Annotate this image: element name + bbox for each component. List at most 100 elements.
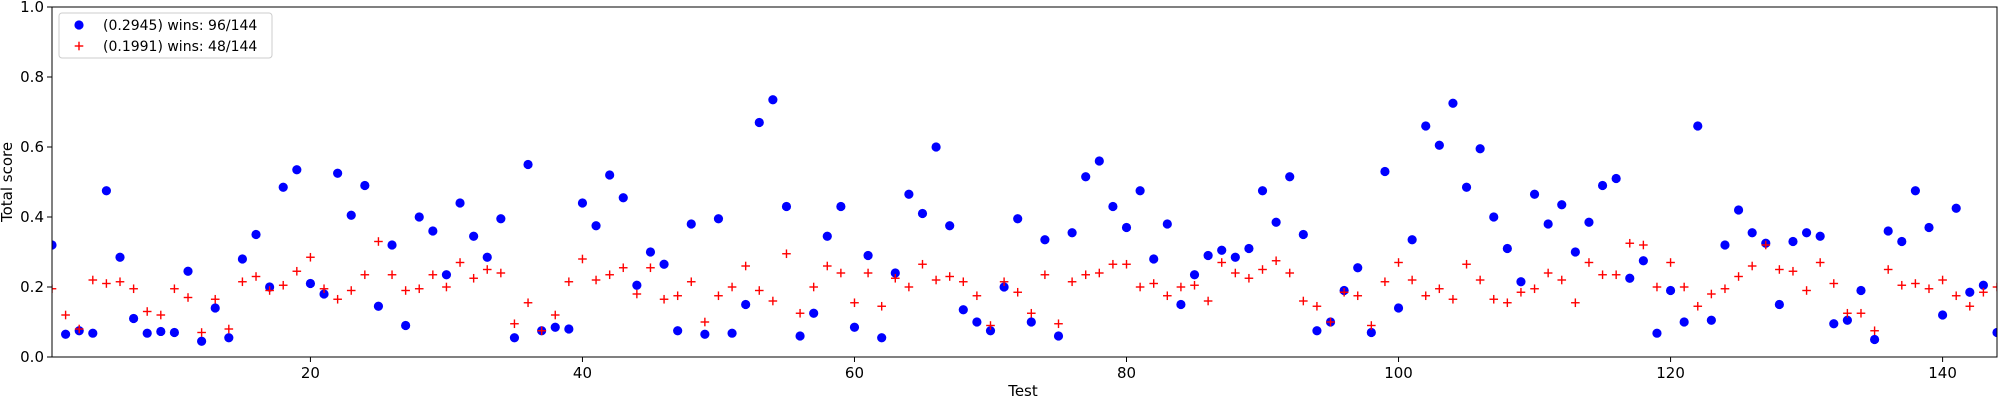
data-point-circle xyxy=(795,331,805,341)
data-point-circle xyxy=(985,326,996,336)
data-point-circle xyxy=(605,170,615,180)
data-point-circle xyxy=(360,180,370,191)
data-point-circle xyxy=(1543,219,1553,229)
data-point-circle xyxy=(686,219,696,229)
data-points xyxy=(52,95,1997,346)
data-point-plus xyxy=(550,310,560,320)
data-point-plus xyxy=(1652,282,1662,292)
data-point-circle xyxy=(1421,121,1431,131)
data-point-plus xyxy=(618,263,628,273)
data-point-circle xyxy=(1067,228,1077,238)
data-point-circle xyxy=(1652,328,1662,338)
data-point-plus xyxy=(768,296,778,306)
data-point-plus xyxy=(686,277,696,287)
data-point-circle xyxy=(1978,280,1988,290)
data-point-circle xyxy=(1638,256,1648,266)
data-point-circle xyxy=(1244,243,1254,254)
data-point-circle xyxy=(455,198,465,208)
data-point-plus xyxy=(1217,258,1227,267)
data-point-circle xyxy=(1026,317,1036,327)
data-point-plus xyxy=(1475,275,1485,285)
data-point-circle xyxy=(496,214,506,224)
data-point-plus xyxy=(210,294,220,304)
data-point-plus xyxy=(958,277,968,287)
data-point-circle xyxy=(727,328,737,338)
data-point-circle xyxy=(904,189,914,199)
data-point-plus xyxy=(1639,240,1648,250)
data-point-circle xyxy=(1679,317,1689,327)
x-axis-label: Test xyxy=(1007,382,1038,400)
data-point-plus xyxy=(455,258,465,267)
data-point-circle xyxy=(809,308,819,318)
data-point-plus xyxy=(74,324,84,334)
data-point-plus xyxy=(1734,272,1743,281)
data-point-plus xyxy=(197,328,206,337)
data-point-circle xyxy=(1353,263,1363,273)
y-tick-label: 0.6 xyxy=(20,138,44,156)
data-point-circle xyxy=(1230,252,1240,262)
data-point-circle xyxy=(1883,226,1893,236)
data-point-circle xyxy=(931,142,941,152)
data-point-circle xyxy=(1475,144,1485,154)
data-point-circle xyxy=(1285,172,1295,182)
data-point-plus xyxy=(591,275,601,285)
data-point-circle xyxy=(1121,222,1132,233)
data-point-plus xyxy=(1843,308,1852,318)
data-point-circle xyxy=(1693,121,1703,131)
data-point-plus xyxy=(863,268,873,278)
data-point-circle xyxy=(1733,205,1744,215)
x-tick-label: 100 xyxy=(1384,364,1413,382)
data-point-plus xyxy=(115,277,125,287)
data-point-circle xyxy=(1815,231,1825,241)
y-tick-label: 0.0 xyxy=(20,348,44,366)
y-tick-label: 1.0 xyxy=(20,0,44,16)
data-point-circle xyxy=(1149,254,1159,264)
data-point-circle xyxy=(1516,277,1526,287)
data-point-plus xyxy=(1054,319,1063,329)
data-point-circle xyxy=(972,317,982,327)
data-point-circle xyxy=(251,229,261,240)
data-point-circle xyxy=(999,282,1009,292)
data-point-plus xyxy=(414,284,424,294)
data-point-circle xyxy=(1040,235,1050,245)
data-point-circle xyxy=(305,278,316,289)
data-point-circle xyxy=(88,328,98,338)
data-point-plus xyxy=(156,310,166,320)
data-point-plus xyxy=(170,284,179,294)
data-point-circle xyxy=(1108,201,1118,212)
data-point-circle xyxy=(1992,327,1997,338)
data-point-circle xyxy=(1217,245,1227,255)
data-point-plus xyxy=(1924,284,1934,294)
data-point-circle xyxy=(1706,315,1716,325)
data-point-circle xyxy=(1013,214,1023,224)
data-point-plus xyxy=(1543,268,1553,278)
x-tick-label: 40 xyxy=(573,364,592,382)
data-point-plus xyxy=(1856,308,1866,318)
data-point-circle xyxy=(237,254,248,264)
data-point-circle xyxy=(1829,319,1839,329)
data-point-plus xyxy=(1163,291,1172,301)
data-point-circle xyxy=(1788,236,1798,247)
data-point-plus xyxy=(741,261,750,271)
data-point-plus xyxy=(1448,294,1458,304)
data-point-circle xyxy=(52,240,57,250)
data-point-plus xyxy=(88,275,98,285)
data-point-plus xyxy=(1720,284,1730,294)
data-point-circle xyxy=(1924,222,1934,233)
data-point-circle xyxy=(781,201,792,212)
data-point-plus xyxy=(1992,282,1997,292)
data-point-plus xyxy=(890,273,900,283)
data-point-circle xyxy=(278,182,288,192)
data-point-plus xyxy=(319,284,329,294)
data-point-plus xyxy=(1883,265,1893,274)
data-point-circle xyxy=(836,201,846,212)
data-point-plus xyxy=(1203,296,1213,306)
data-point-circle xyxy=(414,212,424,222)
data-point-plus xyxy=(809,282,818,292)
data-point-plus xyxy=(1244,273,1254,283)
legend-plus xyxy=(74,41,84,51)
data-point-plus xyxy=(183,293,193,302)
data-point-plus xyxy=(1611,270,1621,280)
data-point-circle xyxy=(822,231,832,241)
legend-label-0: (0.2945) wins: 96/144 xyxy=(103,18,257,34)
